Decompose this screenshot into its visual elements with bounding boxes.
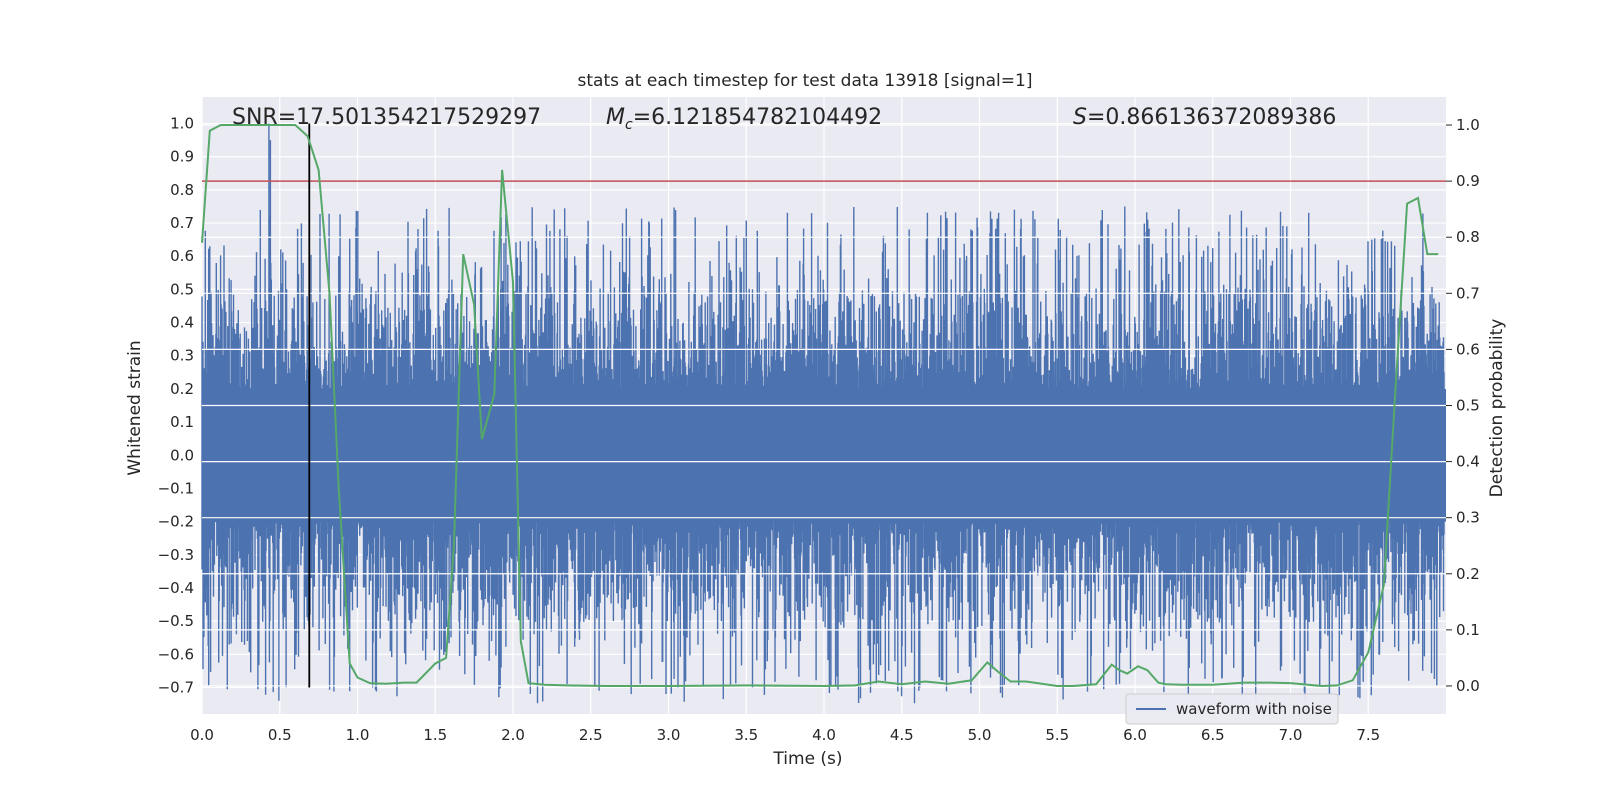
y-tick-label: 0.6 [170,247,194,265]
y-axis-label: Whitened strain [125,340,145,475]
y2-tick-label: 0.6 [1456,340,1480,358]
probability-line [201,124,1439,688]
y-tick-label: 0.7 [170,214,194,232]
s-symbol: S [1073,105,1087,130]
y-tick-label: 0.5 [170,280,194,298]
x-tick-label: 3.0 [657,726,681,744]
y2-tick-label: 1.0 [1456,116,1480,134]
y2-tick-label: 0.2 [1456,565,1480,583]
y2-tick-label: 0.0 [1456,677,1480,695]
y-tick-label: −0.5 [158,612,194,630]
x-tick-label: 2.0 [501,726,525,744]
x-tick-label: 1.5 [423,726,447,744]
mc-symbol: M [606,105,625,130]
y2-tick-label: 0.3 [1456,509,1480,527]
mc-subscript: c [625,117,633,133]
waveform-core [202,388,1446,522]
x-tick-label: 0.0 [190,726,214,744]
y2-tick-label: 0.1 [1456,621,1480,639]
legend-label: waveform with noise [1176,700,1332,718]
y-tick-label: −0.3 [158,546,194,564]
y-tick-label: −0.4 [158,579,194,597]
y2-tick-label: 0.8 [1456,228,1480,246]
y-tick-label: −0.7 [158,678,194,696]
x-tick-label: 5.5 [1045,726,1069,744]
y-tick-label: 1.0 [170,115,194,133]
x-tick-label: 1.0 [346,726,370,744]
y-tick-label: −0.6 [158,645,194,663]
x-tick-label: 6.5 [1201,726,1225,744]
y-tick-label: 0.1 [170,413,194,431]
x-tick-label: 4.5 [890,726,914,744]
x-tick-label: 3.5 [734,726,758,744]
overlay-lines [201,123,1446,688]
y-tick-label: 0.4 [170,314,194,332]
y-tick-label: 0.0 [170,446,194,464]
mc-value: =6.121854782104492 [633,105,882,130]
y2-axis-label: Detection probability [1487,319,1507,498]
y-tick-label: 0.3 [170,347,194,365]
y2-tick-label: 0.7 [1456,284,1480,302]
y-tick-label: −0.2 [158,513,194,531]
y-tick-label: 0.2 [170,380,194,398]
ticks: 0.0 0.5 1.0 1.5 2.0 2.5 3.0 3.5 4.0 4.5 5.0 5.5 6.0 6… [158,115,1480,744]
waveform-series [201,123,1446,704]
chart-title: stats at each timestep for test data 139… [578,71,1033,91]
snr-annotation: SNR=17.501354217529297 [232,105,541,130]
x-axis-label: Time (s) [772,749,842,769]
x-tick-label: 7.0 [1279,726,1303,744]
x-tick-label: 4.0 [812,726,836,744]
y-tick-label: 0.9 [170,148,194,166]
mc-annotation: Mc=6.121854782104492 [606,105,882,133]
x-tick-label: 5.0 [968,726,992,744]
y2-tick-label: 0.5 [1456,397,1480,415]
x-tick-label: 7.5 [1356,726,1380,744]
s-annotation: S=0.866136372089386 [1073,105,1336,130]
y2-tick-label: 0.9 [1456,172,1480,190]
legend-box [1125,693,1339,725]
x-tick-label: 6.0 [1123,726,1147,744]
s-value: =0.866136372089386 [1087,105,1336,130]
legend: waveform with noise [1125,693,1339,725]
y-tick-label: −0.1 [158,479,194,497]
x-tick-label: 0.5 [268,726,292,744]
y-tick-label: 0.8 [170,181,194,199]
y2-tick-label: 0.4 [1456,453,1480,471]
x-tick-label: 2.5 [579,726,603,744]
